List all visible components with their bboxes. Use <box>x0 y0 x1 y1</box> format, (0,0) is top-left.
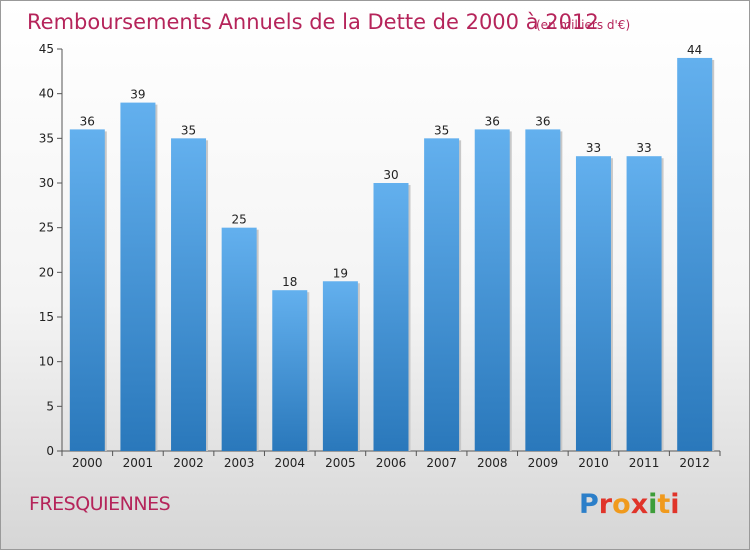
x-tick-label: 2007 <box>426 456 457 470</box>
bar-value-label: 25 <box>232 213 247 227</box>
proxiti-logo[interactable]: Proxiti <box>579 489 680 520</box>
bar-value-label: 19 <box>333 266 348 280</box>
chart-unit: (en milliers d'€) <box>536 18 630 32</box>
bar-value-label: 44 <box>687 43 702 57</box>
x-tick-label: 2008 <box>477 456 508 470</box>
x-tick-label: 2005 <box>325 456 356 470</box>
bar-value-label: 35 <box>434 123 449 137</box>
x-tick-label: 2011 <box>629 456 660 470</box>
bar <box>171 138 207 452</box>
bar-value-label: 33 <box>636 141 651 155</box>
bars: 36 39 35 25 18 19 30 35 36 36 33 33 44 <box>69 43 715 452</box>
bar <box>677 57 713 451</box>
y-tick-label: 40 <box>39 87 54 101</box>
y-tick-label: 45 <box>39 42 54 56</box>
x-tick-label: 2001 <box>123 456 154 470</box>
logo-letter: r <box>598 489 613 520</box>
logo-letter: P <box>579 489 599 520</box>
logo-letter: i <box>648 489 658 520</box>
bar-value-label: 30 <box>383 168 398 182</box>
y-tick-label: 25 <box>39 221 54 235</box>
bar <box>69 129 105 451</box>
bar <box>373 183 409 451</box>
bar <box>424 138 460 452</box>
y-tick-label: 5 <box>46 399 54 413</box>
x-tick-label: 2009 <box>528 456 559 470</box>
bar <box>626 156 662 451</box>
logo-letter: i <box>670 489 680 520</box>
x-tick-label: 2004 <box>274 456 305 470</box>
bar <box>322 281 358 451</box>
x-tick-label: 2006 <box>376 456 407 470</box>
bar-value-label: 18 <box>282 275 297 289</box>
bar <box>525 129 561 451</box>
y-tick-label: 15 <box>39 310 54 324</box>
bar <box>474 129 510 451</box>
bar-value-label: 33 <box>586 141 601 155</box>
bar-value-label: 35 <box>181 123 196 137</box>
bar-value-label: 36 <box>80 114 95 128</box>
y-tick-label: 30 <box>39 176 54 190</box>
chart-title: Remboursements Annuels de la Dette de 20… <box>27 10 599 34</box>
logo-letter: o <box>612 489 631 520</box>
bar-value-label: 36 <box>535 114 550 128</box>
bar <box>221 227 257 451</box>
logo-letter: x <box>630 489 649 520</box>
x-axis: 2000 2001 2002 2003 2004 2005 2006 2007 2008 2009… <box>61 450 721 470</box>
x-tick-label: 2012 <box>679 456 710 470</box>
bar-value-label: 39 <box>130 88 145 102</box>
bar <box>120 102 156 451</box>
x-tick-label: 2000 <box>72 456 103 470</box>
town-name: FRESQUIENNES <box>29 493 171 515</box>
y-tick-label: 0 <box>46 444 54 458</box>
x-tick-label: 2002 <box>173 456 204 470</box>
y-tick-label: 10 <box>39 355 54 369</box>
bar <box>272 290 308 451</box>
bar <box>575 156 611 451</box>
bar-value-label: 36 <box>485 114 500 128</box>
x-tick-label: 2003 <box>224 456 255 470</box>
y-tick-label: 20 <box>39 265 54 279</box>
logo-letter: t <box>657 489 671 520</box>
x-tick-label: 2010 <box>578 456 609 470</box>
y-tick-label: 35 <box>39 131 54 145</box>
y-axis: 0 5 10 15 20 25 30 35 40 45 <box>39 42 63 458</box>
